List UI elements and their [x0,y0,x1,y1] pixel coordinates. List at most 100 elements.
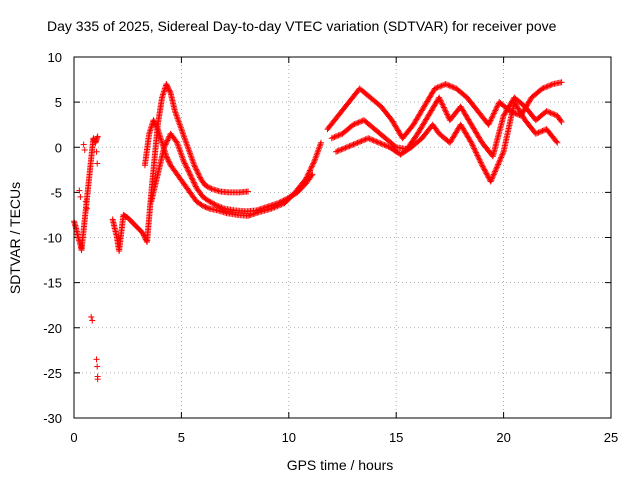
data-point [207,199,214,206]
data-point [334,148,341,155]
data-point [434,84,441,91]
data-point [211,201,218,208]
data-point [489,174,496,181]
data-point [438,100,445,107]
data-point [351,140,358,147]
data-point [548,110,555,117]
data-point [443,81,450,88]
data-point [332,133,339,140]
data-point [492,107,499,114]
data-point [308,163,315,170]
y-tick-label: -15 [43,276,62,291]
data-point [437,97,444,104]
data-point [543,83,550,90]
data-point [203,204,210,211]
data-point [215,203,222,210]
data-point [443,110,450,117]
data-point [544,108,551,115]
data-point [489,113,496,120]
data-point [190,178,197,185]
data-point [94,376,101,383]
data-point [376,139,383,146]
data-point [480,165,487,172]
data-point [310,160,317,167]
data-point [494,162,501,169]
data-point [367,136,374,143]
data-point [180,157,187,164]
data-point [342,144,349,151]
data-point [352,120,359,127]
data-point [558,79,565,86]
data-point [164,137,171,144]
data-point [488,114,495,121]
data-point [378,140,385,147]
data-point [471,145,478,152]
data-point [184,165,191,172]
data-point [438,98,445,105]
data-point [490,171,497,178]
data-point [558,118,565,125]
data-point [494,103,501,110]
y-tick-label: 5 [55,95,62,110]
data-point [476,156,483,163]
data-point [331,134,338,141]
data-point [161,142,168,149]
data-point [153,123,160,130]
data-point [195,170,202,177]
data-point [196,173,203,180]
data-point [183,163,190,170]
data-point [205,184,212,191]
data-point [482,169,489,176]
data-point [93,148,100,155]
data-point [433,85,440,92]
data-point [557,117,564,124]
data-point [354,139,361,146]
data-point [384,143,391,150]
data-point [440,103,447,110]
data-point [473,149,480,156]
data-point [444,111,451,118]
data-point [207,185,214,192]
data-point [431,85,438,92]
x-axis-label: GPS time / hours [287,457,394,473]
data-point [437,83,444,90]
data-point [496,158,503,165]
data-point [185,168,192,175]
data-point [355,119,362,126]
data-point [497,155,504,162]
data-point [205,205,212,212]
data-point [150,117,157,124]
data-point [440,104,447,111]
data-point [550,110,557,117]
data-point [450,84,457,91]
data-point [187,172,194,179]
data-point [484,171,491,178]
data-point [488,177,495,184]
data-point [485,121,492,128]
data-point [334,132,341,139]
data-point [468,139,475,146]
data-point [496,157,503,164]
data-point [182,161,189,168]
data-point [487,178,494,185]
x-tick-label: 5 [178,430,185,445]
data-point [479,163,486,170]
data-point [554,139,561,146]
data-point [553,138,560,145]
data-point [195,171,202,178]
data-point [77,193,84,200]
data-point [490,110,497,117]
data-point [162,141,169,148]
y-tick-label: -5 [50,185,62,200]
data-point [166,87,173,94]
data-point [81,146,88,153]
data-point [94,363,101,370]
data-point [473,151,480,158]
chart-title: Day 335 of 2025, Sidereal Day-to-day VTE… [47,18,557,34]
data-point [89,317,96,324]
data-point [185,167,192,174]
data-point [308,172,315,179]
data-point [183,164,190,171]
data-point [203,182,210,189]
data-point [151,118,158,125]
